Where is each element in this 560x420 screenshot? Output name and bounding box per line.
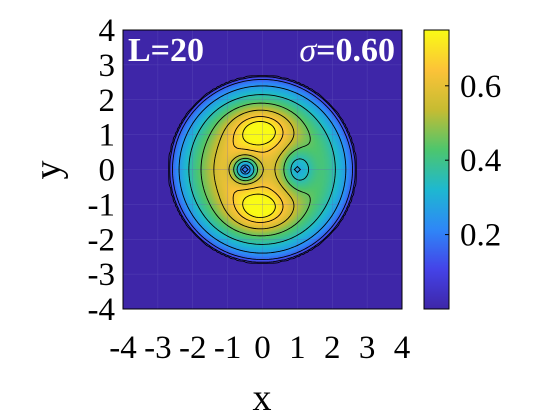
y-tick-label: 0 <box>99 153 116 189</box>
x-tick-label: 3 <box>359 330 376 366</box>
y-tick-label: -2 <box>88 222 116 258</box>
y-tick-label: -1 <box>88 187 116 223</box>
y-tick-label: 2 <box>99 83 116 119</box>
x-tick-label: -4 <box>109 330 137 366</box>
contour-lines <box>168 75 357 264</box>
minimum-marker <box>241 165 249 174</box>
contour-level <box>188 94 336 245</box>
y-tick-label: 1 <box>99 118 116 154</box>
contour-level <box>232 116 284 223</box>
x-tick-label: -2 <box>179 330 207 366</box>
contour-level <box>213 109 295 230</box>
colorbar-gradient <box>423 29 450 310</box>
contour-level <box>169 76 356 263</box>
contour-level <box>168 75 357 264</box>
contour-level <box>200 102 311 237</box>
y-tick-label: 3 <box>99 48 116 84</box>
minimum-markers <box>241 165 302 174</box>
plot-frame <box>122 29 403 310</box>
contour-level <box>171 78 353 261</box>
x-axis-label: x <box>253 377 272 419</box>
x-tick-label: 1 <box>289 330 306 366</box>
contour-level <box>178 85 347 254</box>
colorbar: 0.2 0.4 0.6 <box>423 29 501 310</box>
colorbar-tick-label: 0.6 <box>460 69 501 105</box>
y-axis-label: y <box>27 161 69 180</box>
x-tick-label: -1 <box>214 330 242 366</box>
colorbar-tick-label: 0.4 <box>460 143 501 179</box>
colorbar-tick-label: 0.2 <box>460 218 501 254</box>
annotation-l-value: L=20 <box>128 32 204 69</box>
colorbar-ticks: 0.2 0.4 0.6 <box>445 69 501 254</box>
y-tick-label: -4 <box>88 292 116 328</box>
y-tick-label: -3 <box>88 257 116 293</box>
contour-level <box>242 121 276 218</box>
x-tick-label: 4 <box>394 330 411 366</box>
annotation-sigma-value: σ=0.60 <box>299 32 395 69</box>
x-tick-label: 0 <box>254 330 271 366</box>
x-tick-label: 2 <box>324 330 341 366</box>
y-tick-label: 4 <box>99 13 116 49</box>
minimum-marker <box>293 165 302 174</box>
x-tick-label: -3 <box>144 330 172 366</box>
sigma-symbol: σ <box>299 32 317 69</box>
sigma-number: =0.60 <box>316 32 395 69</box>
grid-lines <box>123 30 402 309</box>
x-tick-labels: -4 -3 -2 -1 0 1 2 3 4 <box>109 330 410 366</box>
plot-area <box>122 29 403 310</box>
